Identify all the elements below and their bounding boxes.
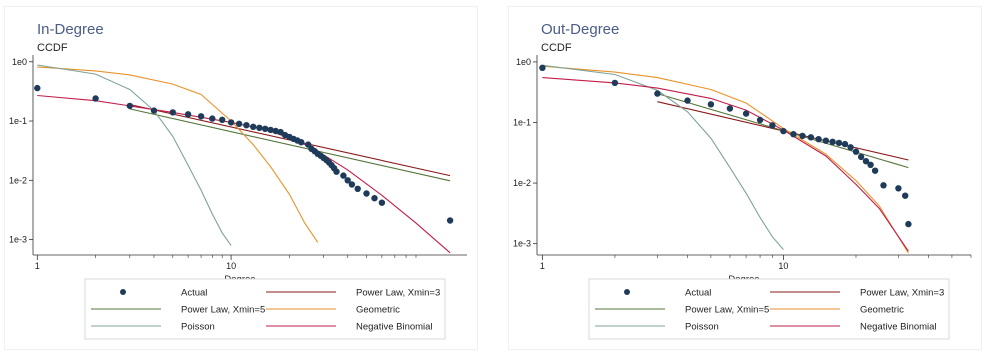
data-point: [150, 107, 158, 114]
data-point: [867, 161, 874, 168]
data-point: [227, 119, 235, 126]
data-point: [769, 122, 776, 129]
data-point: [340, 172, 347, 179]
y-tick-label: 1e-1: [513, 117, 531, 127]
data-point: [371, 195, 378, 202]
data-point: [871, 167, 879, 174]
y-tick-label: 1e-2: [9, 175, 27, 185]
legend-label-power-law-xmin3: Power Law, Xmin=3: [860, 288, 944, 299]
data-point: [902, 192, 909, 199]
data-point: [857, 153, 865, 161]
data-point: [841, 140, 849, 148]
data-point: [807, 134, 815, 141]
series-line-geometric: [37, 66, 319, 243]
legend-label-poisson: Poisson: [181, 322, 215, 333]
data-point: [684, 97, 691, 104]
series-line-power-law-xmin5: [129, 108, 451, 182]
legend-label-actual: Actual: [685, 288, 711, 299]
series-line-poisson: [542, 64, 784, 250]
legend-label-geometric: Geometric: [356, 305, 400, 316]
y-tick-label: 1e0: [12, 57, 27, 67]
legend-label-negative-binomial: Negative Binomial: [356, 322, 433, 333]
data-point: [539, 64, 546, 71]
data-point: [219, 116, 226, 124]
chart-subtitle: CCDF: [541, 42, 572, 54]
data-point: [256, 124, 263, 131]
series-line-negative-binomial: [542, 77, 909, 252]
y-tick-label: 1e-2: [513, 178, 531, 188]
data-point: [756, 116, 764, 124]
legend-label-geometric: Geometric: [860, 305, 904, 316]
data-point: [209, 115, 216, 122]
x-tick-label: 1: [540, 261, 545, 271]
data-point: [184, 111, 192, 118]
legend-marker-actual: [120, 289, 126, 295]
data-point: [333, 168, 340, 175]
data-point: [169, 109, 176, 116]
data-point: [707, 101, 715, 108]
data-point: [34, 84, 41, 92]
data-point: [277, 128, 284, 136]
data-point: [344, 177, 351, 184]
legend-label-negative-binomial: Negative Binomial: [860, 322, 937, 333]
legend-label-power-law-xmin3: Power Law, Xmin=3: [356, 288, 440, 299]
y-tick-label: 1e0: [516, 57, 531, 67]
legend-label-poisson: Poisson: [685, 322, 719, 333]
legend-marker-actual: [624, 289, 630, 295]
chart-title: In-Degree: [37, 21, 104, 38]
data-point: [267, 126, 274, 134]
x-tick-label: 10: [778, 261, 788, 271]
data-point: [780, 127, 787, 135]
data-point: [815, 136, 822, 143]
data-point: [126, 102, 133, 110]
legend-label-power-law-xmin5: Power Law, Xmin=5: [181, 305, 265, 316]
data-point: [298, 139, 305, 146]
data-point: [250, 123, 257, 130]
y-tick-label: 1e-1: [9, 116, 27, 126]
legend-label-power-law-xmin5: Power Law, Xmin=5: [685, 305, 769, 316]
data-point: [92, 95, 99, 102]
data-point: [742, 110, 750, 117]
data-point: [790, 131, 797, 138]
chart-title: Out-Degree: [541, 21, 620, 38]
series-line-poisson: [37, 64, 232, 246]
data-point: [835, 139, 843, 147]
data-point: [852, 148, 860, 155]
data-point: [378, 199, 386, 206]
x-tick-label: 1: [35, 261, 40, 271]
data-point: [197, 113, 205, 120]
data-point: [272, 127, 279, 135]
data-point: [262, 125, 269, 132]
data-point: [905, 220, 912, 228]
data-point: [654, 90, 661, 97]
data-point: [243, 122, 250, 129]
data-point: [822, 137, 830, 144]
legend-label-actual: Actual: [181, 288, 207, 299]
data-point: [895, 185, 902, 192]
data-point: [354, 185, 361, 192]
data-point: [799, 132, 806, 140]
data-point: [726, 105, 734, 112]
y-tick-label: 1e-3: [513, 239, 531, 249]
series-line-negative-binomial: [37, 94, 451, 254]
data-point: [235, 120, 243, 128]
chart-subtitle: CCDF: [37, 42, 68, 54]
data-point: [348, 181, 356, 188]
data-point: [880, 182, 887, 189]
data-point: [829, 138, 836, 145]
x-tick-label: 10: [226, 261, 236, 271]
series-line-geometric: [542, 65, 909, 254]
data-point: [862, 158, 870, 165]
y-tick-label: 1e-3: [9, 235, 27, 245]
data-point: [446, 217, 454, 224]
data-point: [847, 144, 854, 151]
data-point: [363, 190, 370, 197]
data-point: [611, 79, 619, 87]
